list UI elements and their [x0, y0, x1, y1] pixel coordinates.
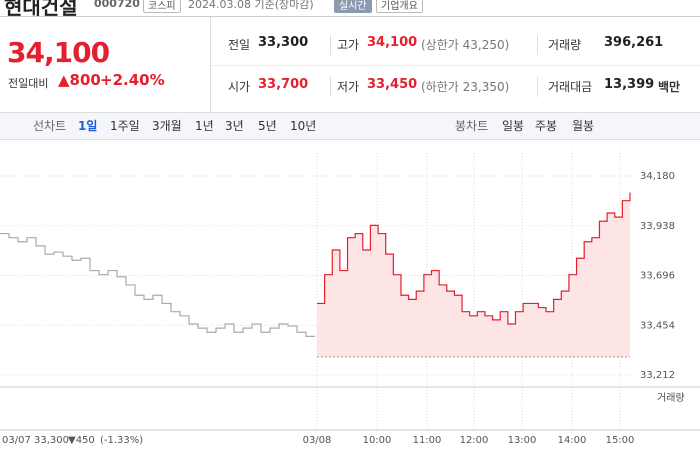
divider: [537, 35, 538, 55]
stat-value: 33,300: [258, 35, 309, 50]
market-badge: 코스피: [143, 0, 181, 13]
volume-label: 거래량: [657, 392, 685, 404]
prev-change: ▼450: [68, 435, 95, 446]
time-label: 10:00: [363, 435, 392, 446]
stat-value: 13,399: [604, 77, 655, 92]
company-info-button[interactable]: 기업개요: [376, 0, 423, 13]
time-label: 11:00: [413, 435, 442, 446]
time-label: 13:00: [508, 435, 537, 446]
y-tick-label: 33,938: [640, 221, 675, 232]
time-label: 12:00: [460, 435, 489, 446]
period-tab[interactable]: 10년: [290, 119, 317, 133]
stock-name: 현대건설: [4, 0, 78, 19]
divider: [330, 77, 331, 97]
divider: [0, 16, 700, 17]
stock-code: 000720: [94, 0, 140, 10]
stat-sub: (상한가 43,250): [421, 38, 510, 52]
stat-value: 33,700: [258, 77, 309, 92]
change-rate: +2.40%: [100, 71, 165, 89]
candle-tab[interactable]: 일봉: [502, 119, 525, 133]
line-chart-label: 선차트: [33, 119, 67, 133]
stat-sub: (하한가 23,350): [421, 80, 510, 94]
price-line: [317, 192, 631, 325]
divider: [330, 35, 331, 55]
divider: [211, 65, 700, 66]
current-price: 34,100: [7, 36, 110, 69]
tab-bar: [0, 112, 700, 140]
price-area: [317, 192, 630, 357]
period-tab[interactable]: 3년: [225, 119, 244, 133]
stat-label: 거래량: [548, 38, 582, 52]
period-tab[interactable]: 3개월: [152, 119, 182, 133]
prev-close: 33,300: [34, 435, 69, 446]
prev-rate: (-1.33%): [100, 435, 143, 446]
candle-tab[interactable]: 월봉: [572, 119, 595, 133]
time-label: 14:00: [558, 435, 587, 446]
stat-label: 시가: [228, 80, 251, 94]
date: 2024.03.08 기준(장마감): [188, 0, 314, 11]
period-tab[interactable]: 5년: [258, 119, 277, 133]
stat-label: 저가: [337, 80, 360, 94]
realtime-button[interactable]: 실시간: [334, 0, 372, 13]
stat-label: 전일: [228, 38, 251, 52]
candle-tab[interactable]: 주봉: [535, 119, 558, 133]
stat-label: 거래대금: [548, 80, 593, 94]
divider: [537, 77, 538, 97]
divider: [210, 17, 211, 112]
stat-label: 고가: [337, 38, 360, 52]
stat-value: 34,100: [367, 35, 418, 50]
candle-chart-label: 봉차트: [455, 119, 489, 133]
y-tick-label: 33,212: [640, 370, 675, 381]
period-tab[interactable]: 1일: [78, 119, 98, 133]
stat-sub: 백만: [658, 80, 681, 94]
prev-date: 03/07: [2, 435, 31, 446]
y-tick-label: 33,454: [640, 320, 675, 331]
period-tab[interactable]: 1년: [195, 119, 214, 133]
stat-value: 33,450: [367, 77, 418, 92]
time-label: 03/08: [303, 435, 332, 446]
y-tick-label: 34,180: [640, 171, 675, 182]
period-tab[interactable]: 1주일: [110, 119, 140, 133]
change-label: 전일대비: [8, 77, 49, 90]
stat-value: 396,261: [604, 35, 664, 50]
change: ▲800: [58, 71, 101, 89]
price-line: [0, 232, 315, 337]
time-label: 15:00: [606, 435, 635, 446]
y-tick-label: 33,696: [640, 271, 675, 282]
